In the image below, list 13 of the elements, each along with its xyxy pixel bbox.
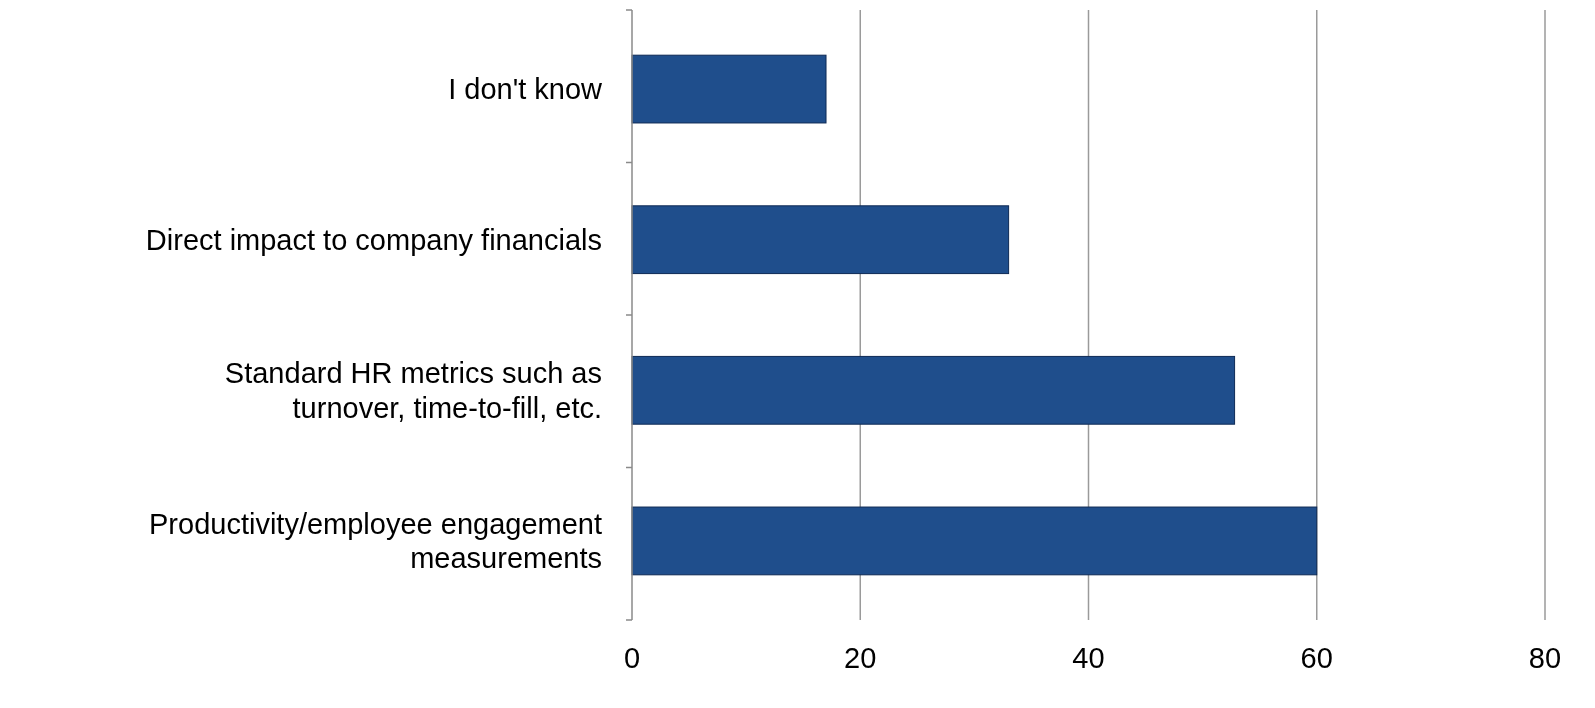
bar [631, 54, 827, 124]
bar [631, 205, 1010, 275]
x-tick-label: 40 [1072, 642, 1105, 674]
y-tick-label: Direct impact to company financials [145, 223, 602, 256]
x-tick-label: 80 [1528, 642, 1562, 674]
bar [631, 506, 1318, 576]
x-tick-label: 60 [1300, 642, 1333, 674]
bar [631, 355, 1236, 425]
y-tick-label: I don't know [448, 73, 604, 106]
y-tick-label: Productivity/employee engagement measurements [149, 507, 602, 575]
x-tick-label: 0 [623, 642, 641, 674]
y-tick-label: Standard HR metrics such as turnover, time-to-fill, etc. [224, 356, 602, 424]
x-tick-label: 20 [844, 642, 877, 674]
